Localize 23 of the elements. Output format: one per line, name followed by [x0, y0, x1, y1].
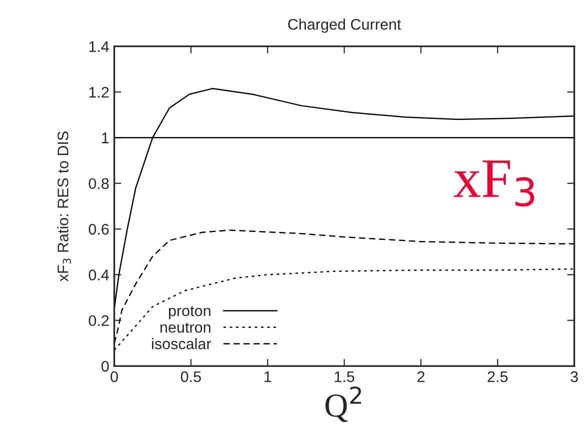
legend-label: isoscalar: [152, 338, 212, 350]
x-tick-label: 2: [417, 371, 424, 382]
y-tick-label: 0: [102, 360, 109, 372]
x-tick-label: 0: [110, 371, 118, 382]
x-axis-title: Q$^{2}$: [325, 386, 362, 422]
x-tick-label: 3: [570, 371, 578, 382]
x-tick-label: 2.5: [488, 371, 508, 382]
x-tick-label: 1.5: [334, 371, 354, 382]
legend-label: neutron: [160, 322, 210, 333]
y-tick-label: 0.6: [88, 224, 109, 235]
legend-label: proton: [168, 306, 210, 320]
y-tick-label: 1: [102, 132, 109, 144]
y-axis-title: xF$_{3}$ Ratio: RES to DIS: [57, 131, 71, 282]
x-tick-label: 0.5: [180, 371, 201, 382]
line-series: [114, 268, 574, 351]
y-tick-label: 1.4: [89, 41, 109, 52]
y-tick-label: 1.2: [89, 86, 109, 98]
chart-title: Charged Current: [288, 18, 402, 33]
y-tick-label: 0.4: [88, 270, 109, 280]
annotation: xF$_{3}$: [454, 160, 534, 207]
y-tick-label: 0.2: [88, 315, 109, 326]
y-tick-label: 0.8: [88, 178, 109, 190]
x-tick-label: 1: [264, 371, 272, 382]
